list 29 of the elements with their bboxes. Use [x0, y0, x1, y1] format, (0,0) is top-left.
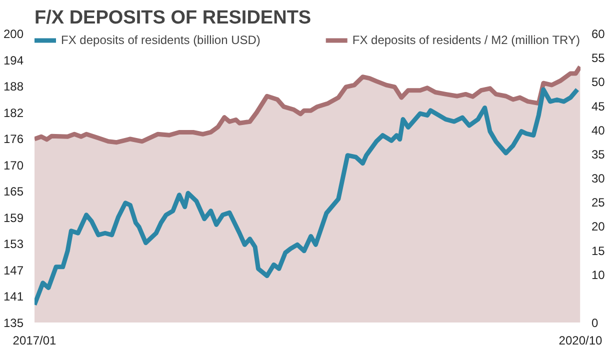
- y2-tick-label: 30: [592, 172, 606, 186]
- y2-tick-label: 35: [592, 147, 606, 162]
- y2-tick-label: 55: [592, 51, 606, 66]
- y2-tick-label: 50: [592, 75, 606, 90]
- y2-tick-label: 25: [592, 196, 606, 210]
- y-tick-label: 176: [3, 132, 24, 146]
- y-tick-label: 200: [3, 27, 24, 41]
- legend-label: FX deposits of residents (billion USD): [61, 33, 260, 47]
- y2-tick-label: 20: [592, 220, 606, 234]
- x-tick-label: 2020/10: [558, 334, 603, 348]
- chart-title: F/X DEPOSITS OF RESIDENTS: [34, 8, 312, 28]
- y-tick-label: 182: [3, 106, 24, 120]
- y-tick-label: 141: [3, 290, 24, 304]
- legend-label: FX deposits of residents / M2 (million TRY): [352, 33, 580, 47]
- y-tick-label: 153: [3, 237, 24, 252]
- y2-tick-label: 0: [592, 316, 598, 330]
- y2-tick-label: 10: [592, 268, 606, 282]
- y-tick-label: 194: [3, 53, 24, 68]
- y-tick-label: 188: [3, 80, 24, 94]
- y2-tick-label: 15: [592, 244, 606, 258]
- y-tick-label: 135: [3, 316, 24, 330]
- y-tick-label: 170: [3, 158, 24, 172]
- y-tick-label: 165: [3, 184, 24, 199]
- y-tick-label: 147: [3, 263, 24, 278]
- y2-tick-label: 45: [592, 99, 606, 114]
- x-tick-label: 2017/01: [12, 334, 57, 348]
- y2-tick-label: 60: [592, 27, 606, 41]
- y-tick-label: 159: [3, 210, 24, 225]
- y2-tick-label: 40: [592, 123, 606, 138]
